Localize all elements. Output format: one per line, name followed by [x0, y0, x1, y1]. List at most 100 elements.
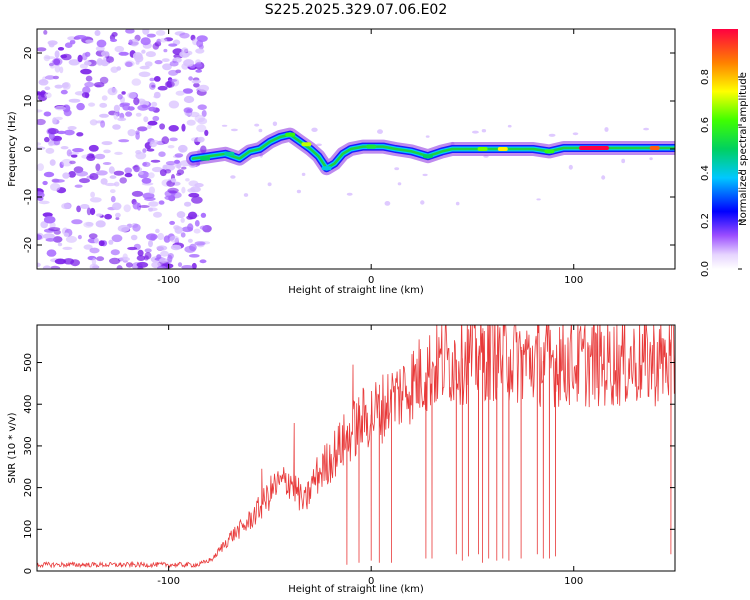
y-tick-label: 100 — [23, 520, 34, 539]
noise-blob — [136, 255, 146, 261]
noise-blob — [161, 58, 170, 62]
noise-blob — [188, 254, 200, 258]
noise-blob — [127, 246, 138, 251]
noise-blob — [43, 30, 48, 35]
noise-blob — [124, 172, 133, 178]
noise-blob — [80, 204, 90, 209]
noise-blob — [159, 123, 166, 130]
noise-blob — [187, 188, 196, 193]
noise-blob — [82, 52, 88, 61]
noise-blob — [149, 82, 156, 90]
noise-blob — [153, 91, 161, 99]
noise-blob — [168, 69, 179, 76]
colorbar-tick-label: 0.6 — [700, 117, 711, 133]
noise-blob — [47, 40, 58, 46]
noise-blob — [127, 106, 135, 111]
noise-blob — [54, 84, 63, 89]
noise-blob — [117, 224, 130, 233]
noise-blob — [176, 172, 182, 176]
noise-blob — [76, 170, 88, 177]
noise-blob — [52, 57, 63, 66]
noise-blob — [89, 263, 99, 269]
noise-blob — [195, 48, 205, 54]
noise-blob — [96, 39, 107, 48]
noise-blob — [130, 234, 138, 241]
noise-blob — [131, 78, 142, 86]
noise-blob — [157, 85, 168, 91]
noise-blob — [572, 132, 579, 136]
noise-blob — [177, 262, 183, 267]
noise-blob — [110, 195, 116, 203]
noise-blob — [191, 262, 197, 269]
noise-blob — [197, 84, 210, 92]
noise-blob — [394, 167, 400, 171]
noise-blob — [117, 94, 123, 100]
noise-blob — [194, 63, 203, 68]
y-tick-label: 10 — [23, 95, 34, 108]
noise-blob — [99, 113, 109, 118]
noise-blob — [149, 141, 157, 148]
noise-blob — [156, 245, 168, 251]
spectrogram-x-axis-label: Height of straight line (km) — [288, 285, 424, 296]
noise-blob — [168, 100, 180, 109]
noise-blob — [37, 47, 47, 52]
noise-blob — [90, 191, 95, 198]
noise-blob — [316, 143, 322, 147]
noise-blob — [83, 61, 92, 66]
noise-blob — [138, 71, 151, 78]
noise-blob — [146, 233, 158, 241]
noise-blob — [85, 39, 94, 44]
noise-blob — [296, 189, 301, 194]
noise-blob — [150, 159, 161, 163]
noise-blob — [84, 81, 95, 88]
noise-blob — [199, 225, 208, 230]
noise-blob — [159, 38, 168, 43]
noise-blob — [124, 167, 132, 174]
noise-blob — [384, 201, 391, 206]
noise-blob — [43, 111, 52, 117]
noise-blob — [183, 59, 195, 67]
noise-blob — [140, 127, 146, 132]
noise-blob — [110, 66, 119, 73]
noise-blob — [143, 116, 149, 123]
noise-blob — [54, 258, 67, 265]
noise-blob — [60, 89, 68, 95]
noise-blob — [311, 127, 318, 132]
noise-blob — [89, 247, 100, 254]
noise-blob — [64, 42, 73, 48]
noise-blob — [96, 170, 108, 176]
noise-blob — [46, 249, 57, 257]
noise-blob — [144, 61, 153, 67]
noise-blob — [52, 179, 65, 183]
noise-blob — [95, 220, 106, 228]
noise-blob — [81, 92, 90, 98]
noise-blob — [116, 265, 123, 269]
ridge-hotspot — [321, 166, 332, 171]
noise-blob — [168, 79, 178, 82]
noise-blob — [191, 79, 202, 84]
noise-blob — [187, 223, 194, 232]
noise-blob — [42, 180, 48, 186]
noise-blob — [113, 112, 118, 120]
noise-blob — [151, 101, 158, 107]
noise-blob — [47, 128, 59, 135]
noise-blob — [127, 92, 137, 99]
noise-blob — [267, 182, 272, 187]
noise-blob — [76, 132, 84, 137]
noise-blob — [145, 51, 156, 58]
noise-blob — [112, 124, 121, 130]
ridge-hotspot — [285, 132, 296, 137]
noise-blob — [158, 200, 165, 205]
noise-blob — [63, 258, 75, 265]
noise-blob — [119, 177, 127, 184]
noise-blob — [194, 220, 200, 227]
noise-blob — [197, 117, 208, 125]
noise-blob — [148, 106, 156, 112]
noise-blob — [96, 256, 105, 262]
ridge-hotspot — [544, 149, 555, 154]
noise-blob — [110, 189, 116, 194]
noise-blob — [54, 50, 60, 59]
noise-blob — [377, 129, 383, 134]
